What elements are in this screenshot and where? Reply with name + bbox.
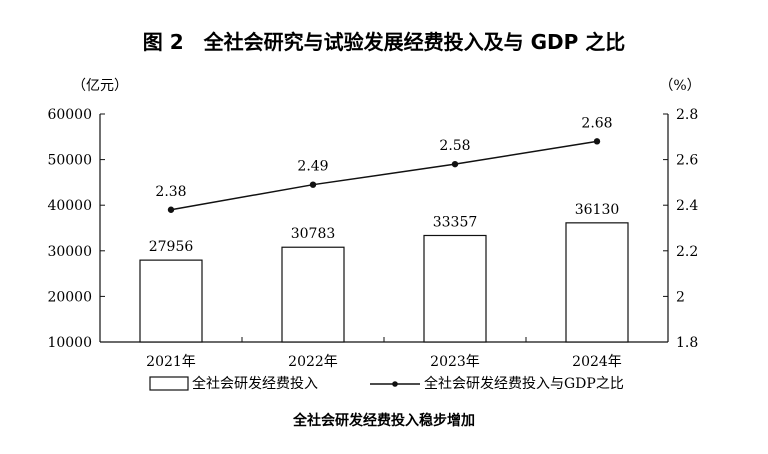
ratio-value-label: 2.68: [581, 115, 612, 131]
left-tick-label: 60000: [47, 107, 92, 123]
bar: [281, 246, 345, 343]
right-axis-unit: （%）: [659, 78, 700, 94]
chart-title: 图 2 全社会研究与试验发展经费投入及与 GDP 之比: [143, 30, 625, 54]
ratio-value-label: 2.49: [297, 159, 328, 175]
legend-bar-label: 全社会研发经费投入: [192, 375, 318, 392]
legend-line-label: 全社会研发经费投入与GDP之比: [424, 375, 624, 392]
x-tick-label: 2024年: [572, 354, 622, 370]
bar: [565, 222, 629, 343]
ratio-point: [309, 181, 317, 188]
bar-value-label: 30783: [291, 226, 336, 242]
left-tick-label: 10000: [47, 335, 92, 351]
ratio-value-label: 2.58: [439, 138, 470, 154]
ratio-line: [170, 140, 598, 211]
left-tick-label: 30000: [47, 244, 92, 260]
left-tick-label: 40000: [47, 198, 92, 214]
bar: [423, 234, 487, 343]
chart-caption: 全社会研发经费投入稳步增加: [292, 412, 475, 429]
bar: [139, 259, 203, 343]
right-tick-label: 2.2: [676, 244, 698, 260]
x-tick-label: 2023年: [430, 354, 480, 370]
ratio-point: [167, 206, 175, 213]
bar-value-label: 27956: [149, 239, 194, 255]
right-tick-label: 2.8: [676, 107, 698, 123]
left-axis-unit: （亿元）: [72, 78, 128, 94]
ratio-value-label: 2.38: [155, 184, 186, 200]
ratio-point: [451, 160, 459, 168]
ratio-point: [593, 138, 601, 145]
legend-bar-swatch: [149, 376, 189, 391]
x-tick-label: 2021年: [146, 354, 196, 370]
legend-line-marker: [392, 381, 398, 387]
bar-value-label: 33357: [433, 214, 478, 230]
right-tick-label: 2.4: [676, 198, 698, 214]
right-tick-label: 1.8: [676, 335, 698, 351]
right-tick-label: 2: [676, 289, 685, 305]
x-tick-label: 2022年: [288, 354, 338, 370]
left-tick-label: 50000: [47, 153, 92, 169]
bar-value-label: 36130: [575, 202, 620, 218]
right-tick-label: 2.6: [676, 153, 698, 169]
left-tick-label: 20000: [47, 289, 92, 305]
